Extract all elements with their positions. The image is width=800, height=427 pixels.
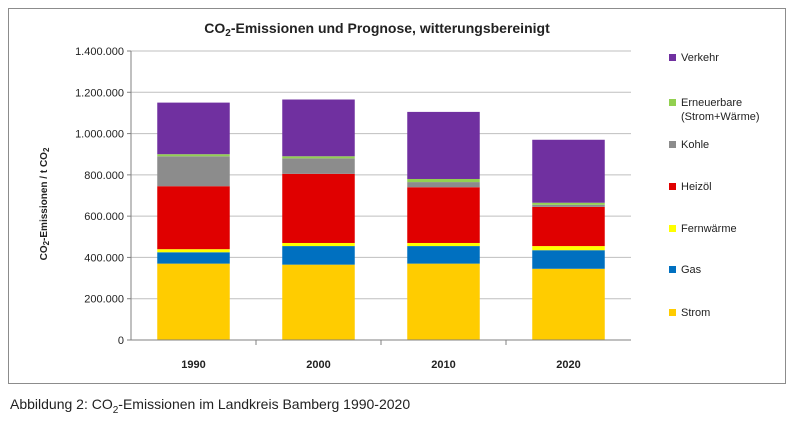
bar-segment xyxy=(532,202,605,205)
chart-title-prefix: CO xyxy=(204,20,225,36)
y-axis-label-subscript: 2 xyxy=(42,240,51,245)
y-tick-label: 1.000.000 xyxy=(75,129,124,141)
bar-segment xyxy=(157,263,230,340)
legend-label: Strom xyxy=(681,307,710,319)
chart-frame: CO2-Emissionen und Prognose, witterungsb… xyxy=(8,8,786,384)
caption-suffix: -Emissionen im Landkreis Bamberg 1990-20… xyxy=(118,396,411,412)
legend-item: Fernwärme xyxy=(669,223,737,235)
bar-segment xyxy=(157,249,230,253)
chart-title-suffix: -Emissionen und Prognose, witterungsbere… xyxy=(231,20,550,36)
legend-swatch xyxy=(669,309,676,316)
legend-item: Heizöl xyxy=(669,181,712,193)
legend-item: Strom xyxy=(669,307,710,319)
bar-segment xyxy=(282,173,355,243)
legend-swatch xyxy=(669,99,676,106)
bar-segment xyxy=(157,102,230,155)
bars xyxy=(157,99,605,340)
legend-label: Verkehr xyxy=(681,52,719,64)
bar-segment xyxy=(407,246,480,264)
legend-item: Verkehr xyxy=(669,52,719,64)
bar-segment xyxy=(407,178,480,183)
x-category-label: 2000 xyxy=(306,359,330,371)
bar-stack-2000 xyxy=(282,99,355,340)
bar-stack-1990 xyxy=(157,102,230,340)
chart-title: CO2-Emissionen und Prognose, witterungsb… xyxy=(204,20,550,39)
legend-swatch xyxy=(669,225,676,232)
bar-segment xyxy=(282,246,355,265)
bar-segment xyxy=(282,264,355,340)
legend-item: Gas xyxy=(669,264,702,276)
bar-segment xyxy=(282,158,355,174)
bar-segment xyxy=(407,182,480,188)
legend-swatch xyxy=(669,183,676,190)
x-category-label: 1990 xyxy=(181,359,205,371)
legend-item: Kohle xyxy=(669,139,709,151)
caption-prefix: Abbildung 2: CO xyxy=(10,396,113,412)
bar-segment xyxy=(157,154,230,157)
bar-segment xyxy=(157,156,230,187)
legend-label: Gas xyxy=(681,264,702,276)
legend: Verkehr Erneuerbare (Strom+Wärme) Kohle Heiz… xyxy=(669,52,760,319)
legend-label: Heizöl xyxy=(681,181,712,193)
x-axis-categories: 1990 2000 2010 2020 xyxy=(181,340,581,371)
y-tick-label: 1.400.000 xyxy=(75,46,124,58)
y-axis-label: CO2-Emissionen / t CO2 xyxy=(39,147,51,260)
caption-subscript: 2 xyxy=(112,404,119,416)
bar-segment xyxy=(532,246,605,251)
bar-segment xyxy=(407,187,480,243)
bar-segment xyxy=(407,242,480,247)
y-axis-label-prefix: CO xyxy=(39,245,50,260)
legend-swatch xyxy=(669,266,676,273)
legend-item: Erneuerbare (Strom+Wärme) xyxy=(669,97,760,123)
chart-title-subscript: 2 xyxy=(225,28,231,39)
bar-segment xyxy=(407,263,480,340)
bar-stack-2020 xyxy=(532,139,605,340)
legend-swatch xyxy=(669,141,676,148)
bar-segment xyxy=(532,250,605,269)
y-axis-label-middle: -Emissionen / t CO xyxy=(39,152,50,241)
bar-segment xyxy=(532,139,605,203)
bar-segment xyxy=(157,252,230,264)
legend-label: Erneuerbare (Strom+Wärme) xyxy=(681,97,760,123)
bar-segment xyxy=(282,156,355,159)
bar-segment xyxy=(532,204,605,207)
bar-segment xyxy=(407,111,480,179)
bar-segment xyxy=(532,268,605,340)
legend-swatch xyxy=(669,54,676,61)
y-tick-label: 600.000 xyxy=(84,211,124,223)
x-category-label: 2020 xyxy=(556,359,580,371)
axes xyxy=(130,51,631,341)
bar-segment xyxy=(532,206,605,247)
y-tick-label: 800.000 xyxy=(84,170,124,182)
legend-label: Fernwärme xyxy=(681,223,737,235)
legend-label: Kohle xyxy=(681,139,709,151)
stacked-bar-chart: CO2-Emissionen und Prognose, witterungsb… xyxy=(39,20,760,371)
bar-segment xyxy=(157,186,230,250)
y-tick-label: 400.000 xyxy=(84,252,124,264)
y-axis-ticks: 0 200.000 400.000 600.000 800.000 1.000.000 1.… xyxy=(75,46,131,347)
bar-stack-2010 xyxy=(407,111,480,340)
x-category-label: 2010 xyxy=(431,359,455,371)
bar-segment xyxy=(282,99,355,157)
y-tick-label: 0 xyxy=(118,335,124,347)
y-tick-label: 1.200.000 xyxy=(75,87,124,99)
figure-caption: Abbildung 2: CO2-Emissionen im Landkreis… xyxy=(10,396,410,416)
bar-segment xyxy=(282,242,355,247)
y-tick-label: 200.000 xyxy=(84,294,124,306)
y-axis-label-subscript-2: 2 xyxy=(42,147,51,152)
